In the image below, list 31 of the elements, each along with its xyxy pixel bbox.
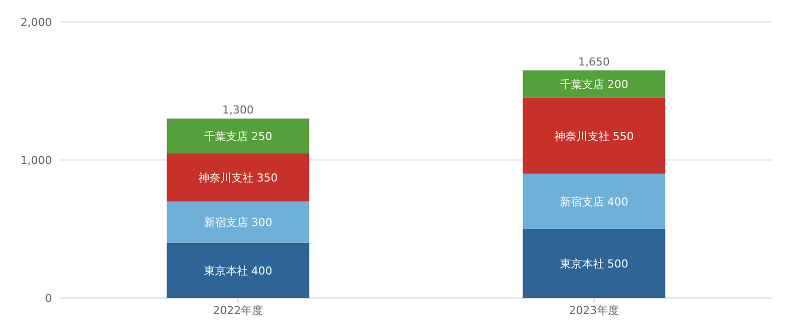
- value: 300: [251, 216, 272, 230]
- value: 400: [251, 264, 272, 278]
- bar: [522, 174, 666, 229]
- y-tick-label: 0: [45, 292, 52, 305]
- value: 250: [251, 130, 272, 143]
- value: 350: [256, 171, 278, 184]
- y-tick-label: 1,000: [20, 154, 52, 167]
- bar: [166, 242, 310, 298]
- y-tick-label: 2,000: [20, 16, 52, 29]
- bar: [166, 153, 310, 202]
- x-tick-label: 2022年度: [213, 304, 263, 317]
- value: 500: [607, 258, 628, 270]
- bar: [166, 201, 310, 243]
- total-label: 1,300: [222, 104, 254, 117]
- bar: [522, 229, 666, 298]
- bar: [522, 98, 666, 174]
- bar: [166, 118, 310, 154]
- series-name: 神奈川支社: [554, 130, 610, 143]
- series-name: 千葉支店: [560, 78, 604, 92]
- value: 550: [612, 130, 634, 143]
- value: 200: [607, 78, 628, 92]
- series-name: 東京本社: [560, 258, 604, 270]
- series-name: 神奈川支社: [198, 171, 254, 184]
- series-name: 東京本社: [204, 264, 248, 278]
- value: 400: [607, 195, 628, 208]
- series-name: 新宿支店: [204, 216, 248, 230]
- series-name: 新宿支店: [560, 195, 604, 208]
- series-name: 千葉支店: [204, 130, 248, 143]
- x-tick-label: 2023年度: [569, 304, 619, 317]
- total-label: 1,650: [578, 55, 610, 68]
- bar: [522, 70, 666, 98]
